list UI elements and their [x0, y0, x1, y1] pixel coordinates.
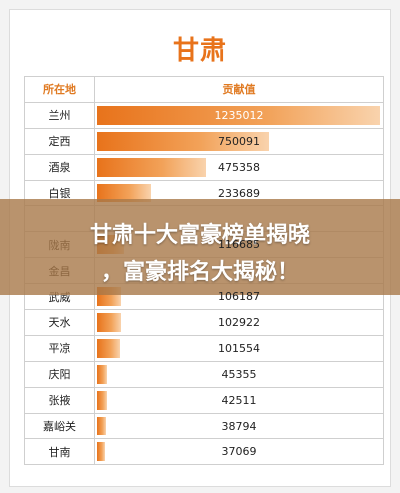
header-location: 所在地: [25, 77, 95, 103]
page-title: 甘肃: [172, 36, 227, 66]
contribution-value: 750091: [218, 134, 260, 148]
table-row: 天水 102922: [25, 310, 384, 336]
header-contribution: 贡献值: [95, 77, 384, 103]
location-cell: 嘉峪关: [25, 413, 95, 440]
table-row: 白银 233689: [25, 180, 384, 207]
contribution-value: 42511: [221, 393, 257, 407]
table-row: 兰州 1235012: [25, 102, 384, 129]
headline-line-1: 甘肃十大富豪榜单揭晓: [89, 223, 310, 248]
contribution-cell: 37069: [95, 439, 384, 466]
location-cell: 平凉: [25, 335, 95, 362]
contribution-value: 37069: [221, 445, 257, 459]
contribution-value: 1235012: [214, 108, 264, 122]
table-header-row: 所在地 贡献值: [25, 77, 384, 103]
contribution-bar: [97, 390, 107, 410]
contribution-bar: [97, 131, 269, 151]
ranking-table: 所在地 贡献值 兰州 1235012 定西 750091 酒泉 475358 白银 23368…: [24, 76, 384, 466]
contribution-value: 475358: [218, 160, 260, 174]
contribution-bar: [97, 183, 151, 203]
table-row: 甘南 37069: [25, 439, 384, 466]
contribution-value: 101554: [218, 341, 260, 355]
table-row: 庆阳 45355: [25, 361, 384, 388]
table-row: 张掖 42511: [25, 387, 384, 414]
table-row: 平凉 101554: [25, 335, 384, 362]
contribution-bar: [97, 157, 206, 177]
contribution-bar: [97, 105, 380, 125]
contribution-cell: 101554: [95, 335, 384, 362]
location-cell: 兰州: [25, 102, 95, 129]
location-cell: 酒泉: [25, 154, 95, 181]
table-row: 嘉峪关 38794: [25, 413, 384, 440]
contribution-bar: [97, 338, 121, 358]
table-row: 酒泉 475358: [25, 154, 384, 181]
location-cell: 定西: [25, 128, 95, 155]
contribution-value: 102922: [218, 315, 260, 329]
contribution-cell: 1235012: [95, 102, 384, 129]
contribution-cell: 475358: [95, 154, 384, 181]
contribution-cell: 42511: [95, 387, 384, 414]
contribution-bar: [97, 416, 106, 436]
contribution-cell: 102922: [95, 310, 384, 336]
contribution-bar: [97, 364, 108, 384]
contribution-cell: 45355: [95, 361, 384, 388]
contribution-value: 106187: [218, 290, 260, 304]
location-cell: 甘南: [25, 439, 95, 466]
location-cell: 张掖: [25, 387, 95, 414]
headline-line-2: ，富豪排名大揭秘！: [100, 260, 299, 285]
contribution-cell: 750091: [95, 128, 384, 155]
contribution-value: 45355: [221, 367, 257, 381]
contribution-value: 116685: [218, 238, 260, 252]
location-cell: 庆阳: [25, 361, 95, 388]
contribution-value: 38794: [221, 419, 257, 433]
table-row: 定西 750091: [25, 128, 384, 155]
contribution-value: 233689: [218, 186, 260, 200]
contribution-bar: [97, 442, 106, 462]
contribution-bar: [97, 313, 121, 332]
contribution-cell: 38794: [95, 413, 384, 440]
headline-banner: 甘肃十大富豪榜单揭晓 ，富豪排名大揭秘！: [0, 199, 400, 295]
location-cell: 天水: [25, 310, 95, 336]
